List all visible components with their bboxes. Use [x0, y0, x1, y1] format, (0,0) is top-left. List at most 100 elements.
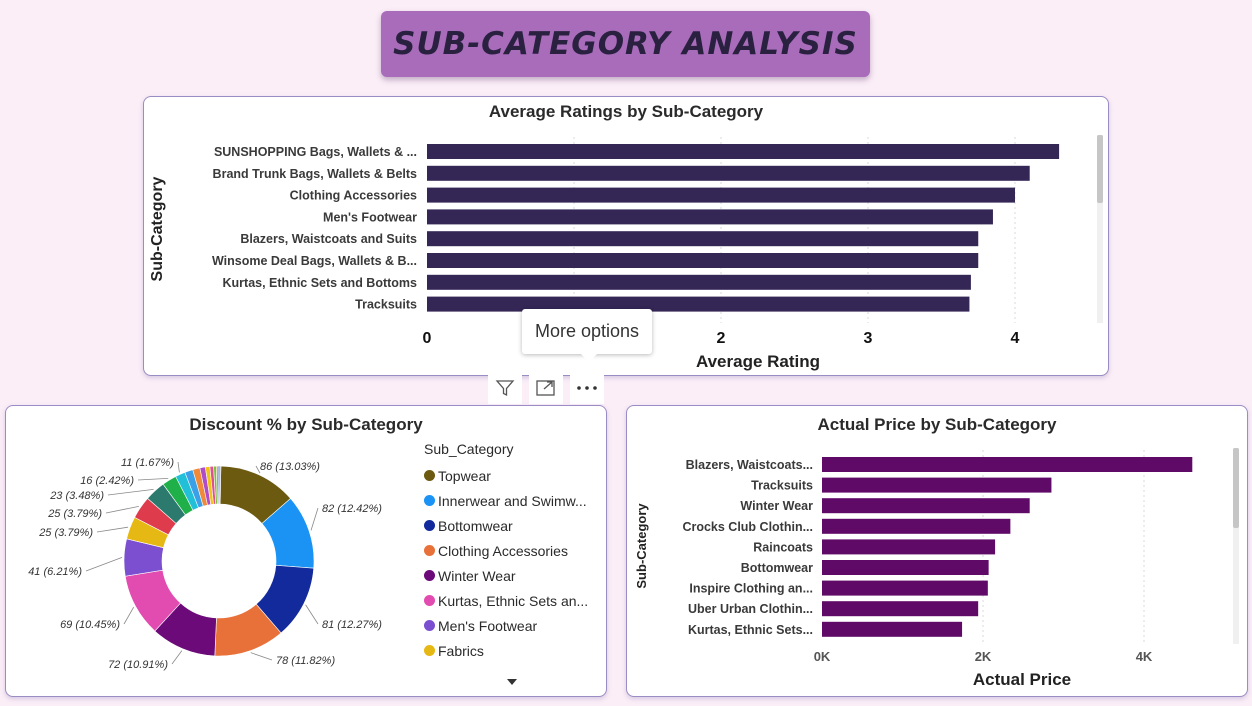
- slice-data-label: 82 (12.42%): [322, 503, 382, 515]
- bar: [427, 187, 1015, 203]
- bar: [822, 518, 1011, 534]
- bar: [427, 144, 1060, 159]
- slice-data-label: 69 (10.45%): [60, 619, 120, 631]
- bar: [427, 231, 979, 247]
- category-label: Inspire Clothing an...: [689, 582, 813, 596]
- legend-item[interactable]: Winter Wear: [424, 563, 599, 588]
- category-label: Clothing Accessories: [290, 189, 417, 203]
- donut-slice: [219, 465, 222, 505]
- legend-swatch: [424, 645, 435, 656]
- price-chart-card[interactable]: Actual Price by Sub-Category 0K 2K 4K Blaze…: [626, 405, 1248, 697]
- legend-item[interactable]: Fabrics: [424, 638, 599, 663]
- bar: [427, 296, 970, 312]
- leader-line: [123, 606, 135, 625]
- more-options-button[interactable]: [570, 372, 604, 404]
- ratings-chart: 01234SUNSHOPPING Bags, Wallets & ...Bran…: [149, 137, 1060, 371]
- bar: [427, 253, 979, 268]
- x-tick-label: 0K: [814, 649, 831, 664]
- x-tick-label: 3: [864, 330, 873, 347]
- legend-swatch: [424, 470, 435, 481]
- discount-donut-chart: 86 (13.03%) 82 (12.42%) 81 (12.27%) 78 (11.…: [28, 457, 382, 671]
- slice-data-label: 86 (13.03%): [260, 461, 320, 473]
- legend-item[interactable]: Men's Footwear: [424, 613, 599, 638]
- slice-data-label: 23 (3.48%): [49, 490, 104, 502]
- focus-mode-button[interactable]: [529, 372, 563, 404]
- discount-legend: Sub_Category Topwear Innerwear and Swimw.…: [424, 441, 599, 663]
- ratings-scrollbar[interactable]: [1097, 135, 1103, 203]
- page-title-banner: SUB-CATEGORY ANALYSIS: [381, 11, 870, 77]
- slice-data-label: 11 (1.67%): [121, 457, 174, 469]
- bar: [427, 165, 1030, 181]
- price-scroll-track[interactable]: [1233, 448, 1239, 644]
- slice-data-label: 72 (10.91%): [108, 659, 168, 671]
- legend-swatch: [424, 545, 435, 556]
- category-label: Kurtas, Ethnic Sets and Bottoms: [223, 276, 418, 290]
- price-chart: 0K 2K 4K Blazers, Waistcoats... Tracksuits Wi…: [634, 450, 1193, 689]
- legend-label: Fabrics: [438, 642, 484, 659]
- legend-swatch: [424, 620, 435, 631]
- legend-item[interactable]: Bottomwear: [424, 513, 599, 538]
- category-label: Bottomwear: [741, 561, 813, 575]
- ratings-scroll-track[interactable]: [1097, 135, 1103, 323]
- bar: [427, 274, 971, 290]
- slice-data-label: 16 (2.42%): [80, 475, 134, 487]
- bar: [822, 498, 1030, 514]
- tooltip-text: More options: [534, 321, 640, 341]
- x-tick-label: 0: [423, 330, 432, 347]
- legend-swatch: [424, 570, 435, 581]
- more-options-tooltip: More options: [522, 309, 652, 362]
- category-label: Tracksuits: [751, 479, 813, 493]
- x-tick-label: 4K: [1136, 649, 1153, 664]
- leader-line: [250, 652, 273, 661]
- page-title: SUB-CATEGORY ANALYSIS: [393, 26, 858, 62]
- bar: [822, 560, 989, 575]
- bar: [822, 580, 988, 596]
- x-axis-title: Average Rating: [696, 352, 820, 371]
- legend-item[interactable]: Innerwear and Swimw...: [424, 488, 599, 513]
- category-label: Brand Trunk Bags, Wallets & Belts: [213, 167, 417, 181]
- bar: [427, 209, 993, 225]
- slice-data-label: 81 (12.27%): [322, 619, 382, 631]
- focus-mode-icon: [536, 380, 555, 396]
- category-label: Crocks Club Clothin...: [682, 520, 813, 534]
- category-label: SUNSHOPPING Bags, Wallets & ...: [214, 145, 417, 159]
- category-label: Uber Urban Clothin...: [688, 602, 813, 616]
- category-label: Kurtas, Ethnic Sets...: [688, 623, 813, 637]
- legend-swatch: [424, 495, 435, 506]
- leader-line: [105, 505, 139, 514]
- leader-line: [171, 650, 183, 665]
- leader-line: [137, 477, 169, 481]
- price-scrollbar[interactable]: [1233, 448, 1239, 528]
- category-label: Winter Wear: [740, 499, 813, 513]
- discount-chart-title: Discount % by Sub-Category: [189, 415, 423, 434]
- legend-label: Men's Footwear: [438, 617, 538, 634]
- leader-line: [305, 604, 319, 625]
- bar: [822, 539, 996, 555]
- legend-label: Winter Wear: [438, 567, 516, 584]
- more-options-icon: [577, 386, 597, 390]
- leader-line: [255, 465, 261, 474]
- category-label: Men's Footwear: [323, 210, 417, 224]
- legend-swatch: [424, 520, 435, 531]
- price-chart-title: Actual Price by Sub-Category: [817, 415, 1057, 434]
- ratings-chart-card[interactable]: Average Ratings by Sub-Category 01234SUN…: [143, 96, 1109, 376]
- filter-button[interactable]: [488, 372, 522, 404]
- legend-item[interactable]: Clothing Accessories: [424, 538, 599, 563]
- category-label: Blazers, Waistcoats and Suits: [240, 232, 417, 246]
- slice-data-label: 25 (3.79%): [38, 527, 93, 539]
- legend-scroll-down-icon[interactable]: [506, 678, 518, 686]
- legend-item[interactable]: Kurtas, Ethnic Sets an...: [424, 588, 599, 613]
- ratings-chart-title: Average Ratings by Sub-Category: [488, 102, 764, 121]
- category-label: Raincoats: [753, 540, 813, 554]
- legend-label: Kurtas, Ethnic Sets an...: [438, 592, 589, 609]
- leader-line: [310, 507, 319, 531]
- legend-item[interactable]: Topwear: [424, 463, 599, 488]
- bar: [822, 621, 963, 637]
- leader-line: [85, 557, 123, 572]
- legend-label: Topwear: [438, 467, 491, 484]
- bar: [822, 601, 979, 617]
- leader-line: [96, 526, 129, 533]
- x-tick-label: 2K: [975, 649, 992, 664]
- bar: [822, 457, 1193, 472]
- discount-chart-card[interactable]: Discount % by Sub-Category 86 (13.03%) 82…: [5, 405, 607, 697]
